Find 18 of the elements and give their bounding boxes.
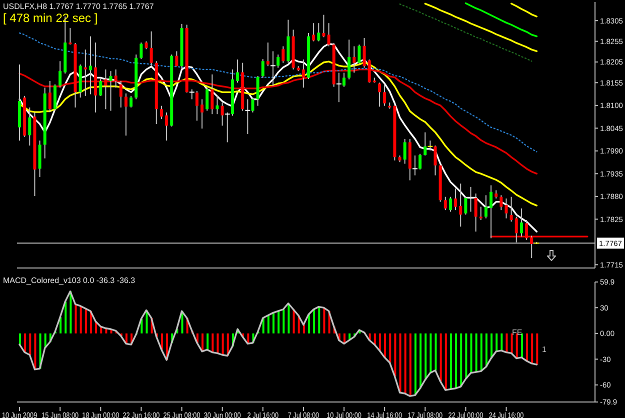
chart-title: USDLFX,H8 1.7767 1.7770 1.7765 1.7767 <box>3 2 154 11</box>
annotation: [ 478 min 22 sec ] <box>3 11 98 26</box>
x-tick-label: 15 Jun 08:00 <box>42 410 79 418</box>
x-tick-label: 22 Jun 16:00 <box>122 410 160 418</box>
x-tick-label: 24 Jul 16:00 <box>488 410 524 418</box>
x-tick-label: 10 Jun 2009 <box>2 410 38 418</box>
annotation: 1 <box>542 345 546 355</box>
x-tick-label: 10 Jul 00:00 <box>326 410 362 418</box>
annotation: FE <box>512 328 522 338</box>
x-tick-label: 2 Jul 16:00 <box>247 410 279 418</box>
x-tick-label: 18 Jun 00:00 <box>82 410 120 418</box>
x-tick-label: 30 Jun 00:00 <box>204 410 241 418</box>
x-tick-label: 25 Jun 08:00 <box>163 410 200 418</box>
x-tick-label: 22 Jul 00:00 <box>448 410 484 418</box>
chart-title: MACD_Colored_v103 0.0 -36.3 -36.3 <box>3 276 136 285</box>
x-tick-label: 7 Jul 08:00 <box>288 410 320 418</box>
x-tick-label: 14 Jul 16:00 <box>367 410 402 418</box>
x-tick-label: 17 Jul 08:00 <box>408 410 443 418</box>
